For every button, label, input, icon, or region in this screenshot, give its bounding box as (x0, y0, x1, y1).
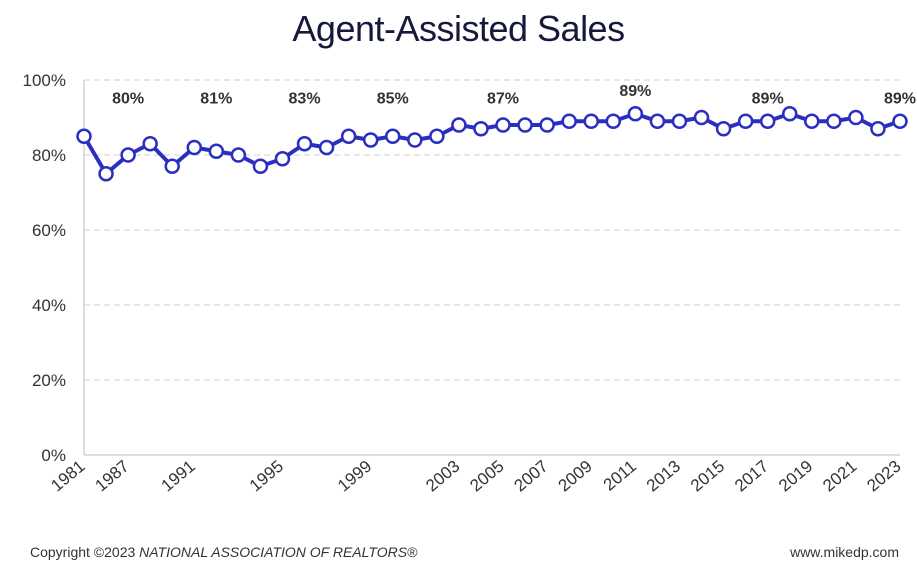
data-label: 81% (200, 90, 232, 107)
x-tick-label: 2015 (687, 457, 728, 496)
data-point (252, 158, 269, 174)
data-label: 87% (487, 90, 519, 107)
x-tick-label: 1995 (246, 457, 287, 496)
data-point (208, 143, 225, 159)
data-point (759, 113, 776, 129)
data-point (407, 132, 423, 148)
y-tick-label: 60% (32, 221, 66, 240)
data-point (804, 113, 820, 129)
data-label: 80% (112, 90, 144, 107)
x-tick-label: 2017 (731, 457, 772, 496)
data-label: 89% (752, 90, 784, 107)
website-link[interactable]: www.mikedp.com (790, 544, 899, 560)
y-tick-label: 20% (32, 371, 66, 390)
data-point (781, 106, 798, 122)
x-tick-label: 2007 (511, 457, 552, 496)
x-tick-label: 2005 (466, 457, 507, 496)
data-point (848, 109, 864, 126)
data-point (539, 117, 555, 133)
data-label: 85% (377, 90, 409, 107)
data-point (715, 121, 732, 137)
data-point (76, 128, 92, 144)
x-tick-label: 2009 (555, 457, 596, 496)
y-tick-label: 0% (41, 446, 66, 465)
data-point (737, 113, 754, 129)
x-tick-label: 1999 (334, 457, 375, 496)
y-tick-label: 80% (32, 146, 66, 165)
x-tick-label: 1987 (91, 457, 132, 496)
x-tick-label: 2003 (422, 457, 463, 496)
series-line (82, 111, 901, 176)
data-point (186, 139, 203, 156)
data-point (583, 113, 599, 129)
data-point (98, 166, 114, 182)
data-point (870, 121, 886, 137)
x-tick-label: 2023 (863, 457, 904, 496)
data-label: 89% (619, 83, 651, 100)
y-tick-label: 40% (32, 296, 66, 315)
data-point (693, 109, 710, 126)
x-tick-label: 2021 (819, 457, 860, 496)
data-point (473, 121, 489, 137)
data-point (164, 158, 180, 174)
data-point (120, 147, 136, 163)
data-point (429, 128, 445, 144)
data-point (671, 113, 688, 129)
data-point (495, 117, 511, 133)
copyright-notice: Copyright ©2023 NATIONAL ASSOCIATION OF … (30, 544, 417, 560)
x-tick-label: 2013 (643, 457, 684, 496)
data-point (892, 113, 908, 129)
data-point (605, 113, 622, 129)
x-tick-label: 2011 (600, 457, 640, 495)
data-point (274, 151, 291, 167)
data-label: 83% (289, 90, 321, 107)
data-point (142, 136, 158, 152)
data-point (318, 139, 335, 156)
data-point (451, 117, 467, 133)
x-tick-label: 2019 (775, 457, 816, 496)
data-label: 89% (884, 90, 916, 107)
x-tick-label: 1991 (158, 457, 199, 496)
chart-title: Agent-Assisted Sales (292, 8, 625, 49)
data-point (627, 106, 644, 122)
copyright-prefix: Copyright ©2023 (30, 544, 140, 560)
data-point (362, 132, 379, 148)
copyright-org: NATIONAL ASSOCIATION OF REALTORS® (139, 544, 418, 560)
data-point (296, 136, 313, 152)
data-point (385, 128, 401, 144)
data-point (340, 128, 357, 144)
y-tick-label: 100% (23, 71, 66, 90)
data-point (561, 113, 577, 129)
data-point (230, 147, 247, 163)
data-point (826, 113, 842, 129)
data-point (517, 117, 533, 133)
data-point (649, 113, 666, 129)
